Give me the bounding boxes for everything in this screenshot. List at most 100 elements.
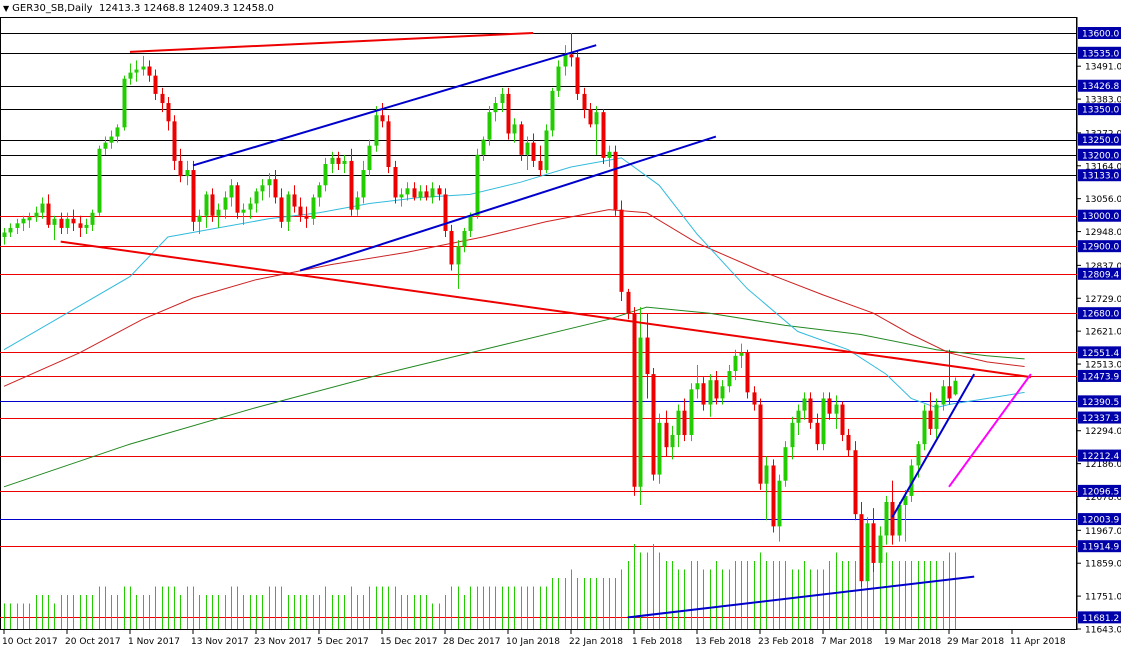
candle-body-97 (613, 151, 618, 210)
date-label-1: 20 Oct 2017 (65, 637, 121, 647)
candle-body-9 (59, 218, 64, 228)
candle-body-13 (84, 224, 89, 228)
level-label-16: 12096.5 (1082, 487, 1119, 497)
level-label-5: 13200.0 (1082, 151, 1119, 161)
candle-body-34 (216, 209, 221, 216)
candle-body-33 (210, 194, 215, 216)
candle-body-18 (115, 127, 120, 137)
candle-body-73 (462, 230, 467, 247)
trendline-2 (192, 44, 597, 167)
candle-body-26 (166, 103, 171, 122)
level-label-2: 13426.8 (1082, 82, 1119, 92)
candle-body-111 (701, 383, 706, 405)
candle-body-92 (582, 93, 587, 110)
candle-body-116 (733, 355, 738, 372)
candle-body-70 (443, 194, 448, 231)
date-label-6: 15 Dec 2017 (380, 637, 438, 647)
price-tick-label-7: 12729.0 (1085, 295, 1121, 305)
level-label-6: 13133.0 (1082, 172, 1119, 182)
candle-body-68 (430, 188, 435, 198)
candle-body-108 (682, 410, 687, 436)
trendline-1 (60, 240, 1032, 379)
date-axis: 10 Oct 2017 20 Oct 2017 1 Nov 2017 13 Nov 2… (2, 630, 1066, 647)
candle-body-39 (248, 203, 253, 210)
candles (2, 33, 958, 588)
candle-body-0 (2, 232, 7, 238)
candle-body-98 (619, 209, 624, 292)
ma-fast-line (3, 157, 1025, 409)
candle-body-134 (846, 435, 851, 451)
price-tick-label-9: 12513.0 (1085, 361, 1121, 371)
trendline-6 (627, 575, 975, 619)
price-tick-label-16: 11643.0 (1085, 626, 1121, 636)
level-label-box-2 (1078, 79, 1121, 92)
candle-body-91 (575, 57, 580, 94)
candle-body-79 (500, 93, 505, 104)
candle-body-20 (128, 72, 133, 79)
candle-body-99 (626, 291, 631, 314)
candle-body-137 (865, 523, 870, 582)
candle-body-11 (71, 218, 76, 224)
level-label-box-19 (1078, 611, 1121, 624)
candle-body-133 (840, 404, 845, 436)
candle-body-83 (525, 142, 530, 155)
trendline-0 (129, 32, 534, 53)
candle-body-43 (273, 179, 278, 198)
candle-body-87 (550, 90, 555, 131)
date-label-16: 11 Apr 2018 (1010, 637, 1066, 647)
level-label-10: 12680.0 (1082, 310, 1119, 320)
price-tick-label-14: 11859.0 (1085, 560, 1121, 570)
date-label-13: 7 Mar 2018 (821, 637, 873, 647)
candle-body-102 (645, 337, 650, 375)
candle-body-147 (928, 410, 933, 429)
candle-body-32 (204, 194, 209, 216)
candle-body-130 (821, 398, 826, 445)
level-label-9: 12809.4 (1082, 270, 1119, 280)
ohlc-readout: 12413.3 12468.8 12409.3 12458.0 (98, 3, 274, 14)
candle-body-69 (437, 188, 442, 195)
date-label-3: 13 Nov 2017 (191, 637, 249, 647)
candle-body-62 (393, 167, 398, 198)
level-label-13: 12390.5 (1082, 398, 1119, 408)
candle-body-93 (588, 109, 593, 125)
level-label-box-3 (1078, 103, 1121, 116)
candle-body-107 (676, 410, 681, 436)
candle-body-128 (808, 398, 813, 423)
price-axis: 13491.013383.013272.013164.013056.012948… (1077, 27, 1121, 636)
candle-body-129 (815, 422, 820, 445)
date-label-7: 28 Dec 2017 (443, 637, 501, 647)
candle-body-123 (777, 480, 782, 527)
candle-body-30 (191, 170, 196, 222)
candle-body-61 (386, 121, 391, 168)
candle-body-144 (909, 465, 914, 496)
candle-body-5 (34, 212, 39, 218)
candle-body-141 (890, 502, 895, 536)
price-tick-label-13: 11967.0 (1085, 527, 1121, 537)
candle-body-124 (783, 447, 788, 481)
level-label-box-6 (1078, 169, 1121, 182)
candle-body-149 (941, 386, 946, 405)
level-label-19: 11681.2 (1082, 614, 1119, 624)
candle-body-67 (424, 191, 429, 198)
level-label-8: 12900.0 (1082, 243, 1119, 253)
candle-body-54 (342, 160, 347, 164)
level-label-7: 13000.0 (1082, 212, 1119, 222)
date-label-12: 23 Feb 2018 (758, 637, 814, 647)
candle-body-74 (468, 215, 473, 231)
candle-body-6 (40, 203, 45, 213)
candle-body-117 (739, 352, 744, 356)
candle-body-45 (286, 194, 291, 222)
level-label-box-14 (1078, 411, 1121, 424)
candle-body-81 (512, 124, 517, 134)
candle-body-56 (355, 197, 360, 210)
candle-body-66 (418, 191, 423, 198)
candle-body-50 (317, 185, 322, 198)
candle-body-25 (160, 93, 165, 104)
price-tick-label-4: 13056.0 (1085, 195, 1121, 205)
candle-body-15 (97, 148, 102, 213)
level-label-box-7 (1078, 209, 1121, 222)
date-label-14: 19 Mar 2018 (884, 637, 941, 647)
triangle-down-icon[interactable]: ▼ (3, 4, 10, 13)
candle-body-53 (336, 157, 341, 164)
candle-body-7 (46, 203, 51, 225)
